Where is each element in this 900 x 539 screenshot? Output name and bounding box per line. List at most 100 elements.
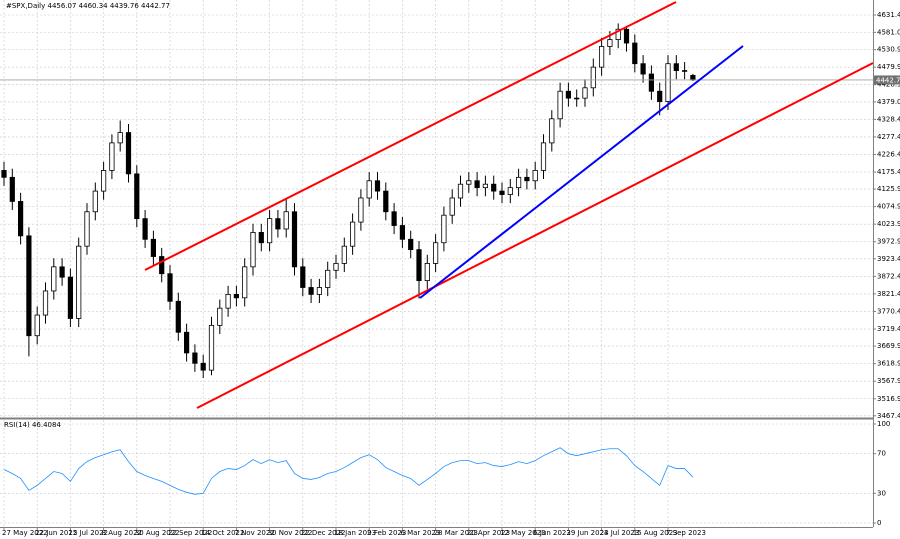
candle-body: [682, 70, 688, 72]
candle-body: [208, 324, 215, 371]
channel-upper-line: [144, 1, 677, 271]
candle-body: [632, 42, 638, 65]
y-tick-label: 4277.40: [877, 133, 900, 141]
y-tick-label: 4023.90: [877, 220, 900, 228]
candle-body: [648, 73, 655, 92]
candle-body: [341, 245, 347, 264]
y-tick-label: 4581.00: [877, 28, 900, 36]
candle-body: [92, 190, 98, 213]
y-tick-label: 3567.90: [877, 377, 900, 385]
candle-body: [316, 287, 323, 295]
y-tick-label: 3770.40: [877, 307, 900, 315]
candle-body: [192, 352, 198, 364]
indicator-line: [3, 447, 694, 495]
candle-body: [657, 90, 663, 102]
candle-body: [532, 170, 538, 182]
x-tick-label: 29 Jun 2023: [566, 529, 608, 537]
x-tick-label: 28 Mar 2023: [434, 529, 478, 537]
candle-body: [565, 90, 572, 99]
x-tick-label: 7 Nov 2022: [234, 529, 274, 537]
candle-body: [134, 173, 140, 220]
candle-body: [308, 287, 314, 295]
x-tick-label: 27 May 2022: [2, 529, 48, 537]
candle-body: [300, 266, 306, 288]
grid-layer: [0, 0, 873, 527]
candle-body: [474, 180, 480, 189]
candle-body: [266, 218, 273, 244]
candle-body: [424, 263, 430, 282]
candle-body: [34, 314, 40, 337]
candle-body: [466, 180, 472, 185]
x-tick-label: 8 Aug 2022: [102, 529, 142, 537]
y-tick-label: 3923.40: [877, 255, 900, 263]
candle-body: [665, 63, 671, 102]
candle-body: [283, 211, 289, 230]
candle-body: [599, 46, 605, 68]
candle-body: [349, 221, 356, 247]
x-tick-label: 6 Jun 2023: [533, 529, 571, 537]
y-tick-label: 0: [877, 519, 881, 527]
y-tick-label: 4631.40: [877, 11, 900, 19]
y-tick-label: 4125.90: [877, 185, 900, 193]
y-tick-label: 3821.40: [877, 290, 900, 298]
candle-body: [590, 66, 596, 89]
candle-body: [150, 238, 156, 257]
candle-body: [557, 90, 563, 120]
candle-body: [175, 300, 181, 333]
candle-body: [391, 211, 397, 226]
x-tick-label: 18 Jan 2023: [334, 529, 376, 537]
candle-body: [291, 211, 298, 268]
candle-body: [449, 197, 455, 216]
x-tick-label: 30 Nov 2022: [268, 529, 313, 537]
y-tick-label: 4226.40: [877, 150, 900, 158]
y-tick-label: 4379.00: [877, 98, 900, 106]
candle-body: [42, 290, 49, 316]
y-tick-label: 4428.90: [877, 81, 900, 89]
candle-body: [516, 176, 522, 189]
candle-body: [142, 218, 148, 240]
candle-body: [159, 256, 165, 275]
candle-body: [225, 293, 231, 309]
candle-body: [615, 28, 621, 40]
y-tick-label: 4175.40: [877, 168, 900, 176]
candle-body: [482, 183, 489, 189]
candle-body: [51, 266, 57, 292]
candle-body: [101, 170, 107, 192]
candle-body: [9, 176, 15, 202]
y-tick-label: 30: [877, 489, 886, 497]
y-tick-label: 4074.90: [877, 203, 900, 211]
candle-body: [325, 269, 331, 288]
candle-body: [366, 180, 372, 199]
y-tick-label: 4479.90: [877, 63, 900, 71]
candle-body: [416, 249, 422, 282]
candle-body: [26, 235, 32, 337]
y-tick-label: 3719.40: [877, 325, 900, 333]
candle-body: [242, 266, 248, 299]
x-tick-label: 9 Feb 2023: [367, 529, 406, 537]
candle-body: [84, 211, 90, 247]
y-tick-label: 100: [877, 420, 890, 428]
candle-body: [574, 97, 580, 100]
candle-body: [125, 132, 132, 175]
candle-body: [399, 225, 406, 240]
candle-body: [358, 197, 364, 223]
candle-body: [383, 190, 389, 213]
x-tick-label: 22 Jun 2022: [35, 529, 77, 537]
chart-title: #SPX,Daily 4456.07 4460.34 4439.76 4442.…: [6, 2, 170, 10]
candle-body: [374, 180, 381, 192]
indicator-title: RSI(14) 46.4084: [4, 421, 61, 429]
y-tick-label: 70: [877, 450, 886, 458]
candle-body: [540, 142, 547, 171]
candle-body: [250, 232, 256, 268]
candle-body: [582, 87, 588, 99]
candle-body: [640, 63, 646, 75]
x-tick-label: 12 May 2023: [500, 529, 546, 537]
x-tick-label: 22 Sep 2022: [168, 529, 212, 537]
channel-lower-line: [196, 62, 874, 409]
x-tick-label: 14 Oct 2022: [201, 529, 244, 537]
candle-body: [507, 187, 513, 195]
last-price-label: 4442.77: [876, 76, 900, 84]
